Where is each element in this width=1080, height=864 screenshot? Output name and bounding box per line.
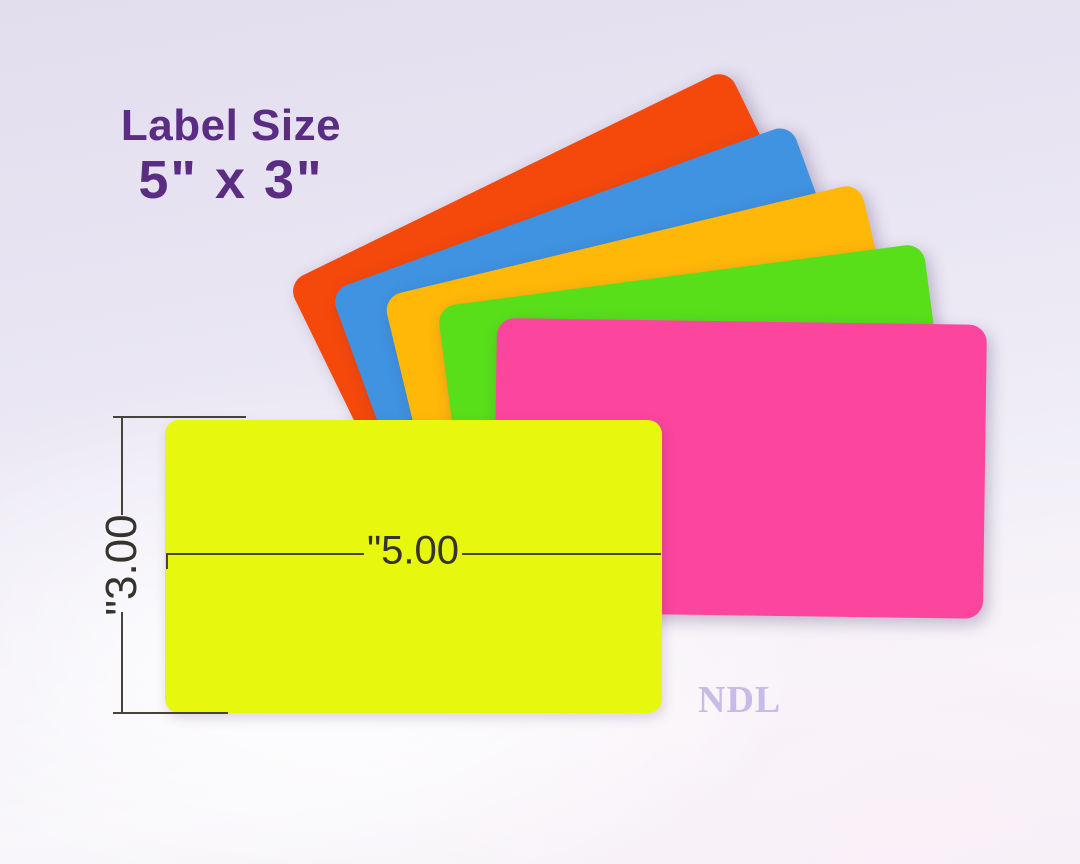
label-sheet-yellow-front: [165, 420, 662, 713]
height-dimension-label: "3.00: [97, 514, 146, 616]
width-dimension-start-tick: [166, 553, 168, 569]
ndl-watermark: NDL: [698, 679, 782, 721]
width-dimension-label: "5.00: [366, 528, 460, 573]
width-dimension-line-right: [462, 553, 661, 555]
height-dimension-bottom-tick: [113, 712, 228, 714]
heading-title: Label Size: [120, 101, 342, 150]
height-dimension-line-lower: [121, 612, 123, 713]
height-dimension-top-tick: [113, 416, 246, 418]
label-size-heading: Label Size 5" x 3": [95, 101, 367, 211]
height-dimension-line-upper: [121, 417, 123, 515]
heading-size-value: 5" x 3": [138, 150, 324, 211]
width-dimension-line-left: [166, 553, 364, 555]
